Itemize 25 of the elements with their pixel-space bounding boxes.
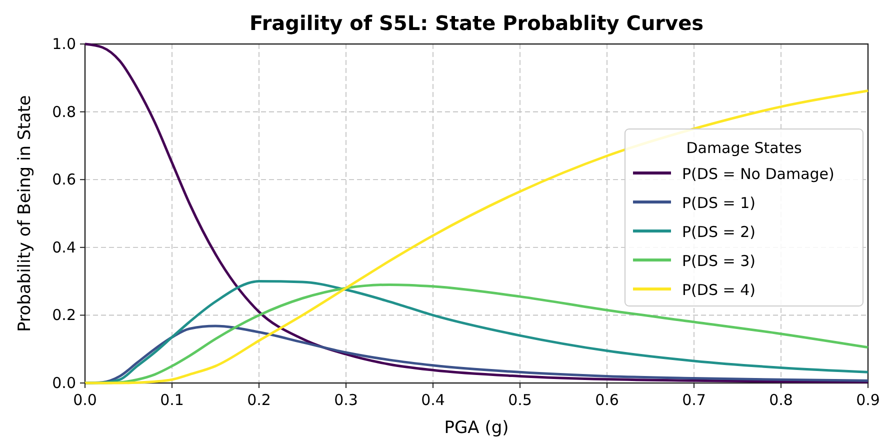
x-tick-label: 0.8 <box>769 391 793 409</box>
legend-label: P(DS = 4) <box>682 281 756 299</box>
legend-label: P(DS = 1) <box>682 194 756 212</box>
legend-title: Damage States <box>686 139 802 157</box>
y-tick-label: 0.6 <box>52 170 76 189</box>
x-tick-label: 0.7 <box>682 391 706 409</box>
y-tick-label: 0.4 <box>52 238 76 256</box>
y-tick-label: 0.0 <box>52 374 76 392</box>
y-axis-title: Probability of Being in State <box>15 95 35 332</box>
y-tick-label: 0.2 <box>52 306 76 324</box>
x-tick-label: 0.3 <box>334 391 358 409</box>
chart-title: Fragility of S5L: State Probablity Curves <box>249 11 704 35</box>
x-tick-label: 0.6 <box>595 391 619 409</box>
y-tick-label: 0.8 <box>52 102 76 121</box>
x-tick-label: 0.9 <box>856 391 880 409</box>
x-axis-title: PGA (g) <box>444 418 509 438</box>
x-tick-label: 0.1 <box>160 391 184 409</box>
legend-label: P(DS = No Damage) <box>682 165 834 183</box>
x-tick-label: 0.5 <box>508 391 532 409</box>
legend-label: P(DS = 2) <box>682 223 756 241</box>
x-tick-label: 0.4 <box>421 391 445 409</box>
legend-label: P(DS = 3) <box>682 252 756 270</box>
x-tick-label: 0.2 <box>247 391 271 409</box>
x-tick-label: 0.0 <box>73 391 97 409</box>
y-tick-label: 1.0 <box>52 35 76 53</box>
